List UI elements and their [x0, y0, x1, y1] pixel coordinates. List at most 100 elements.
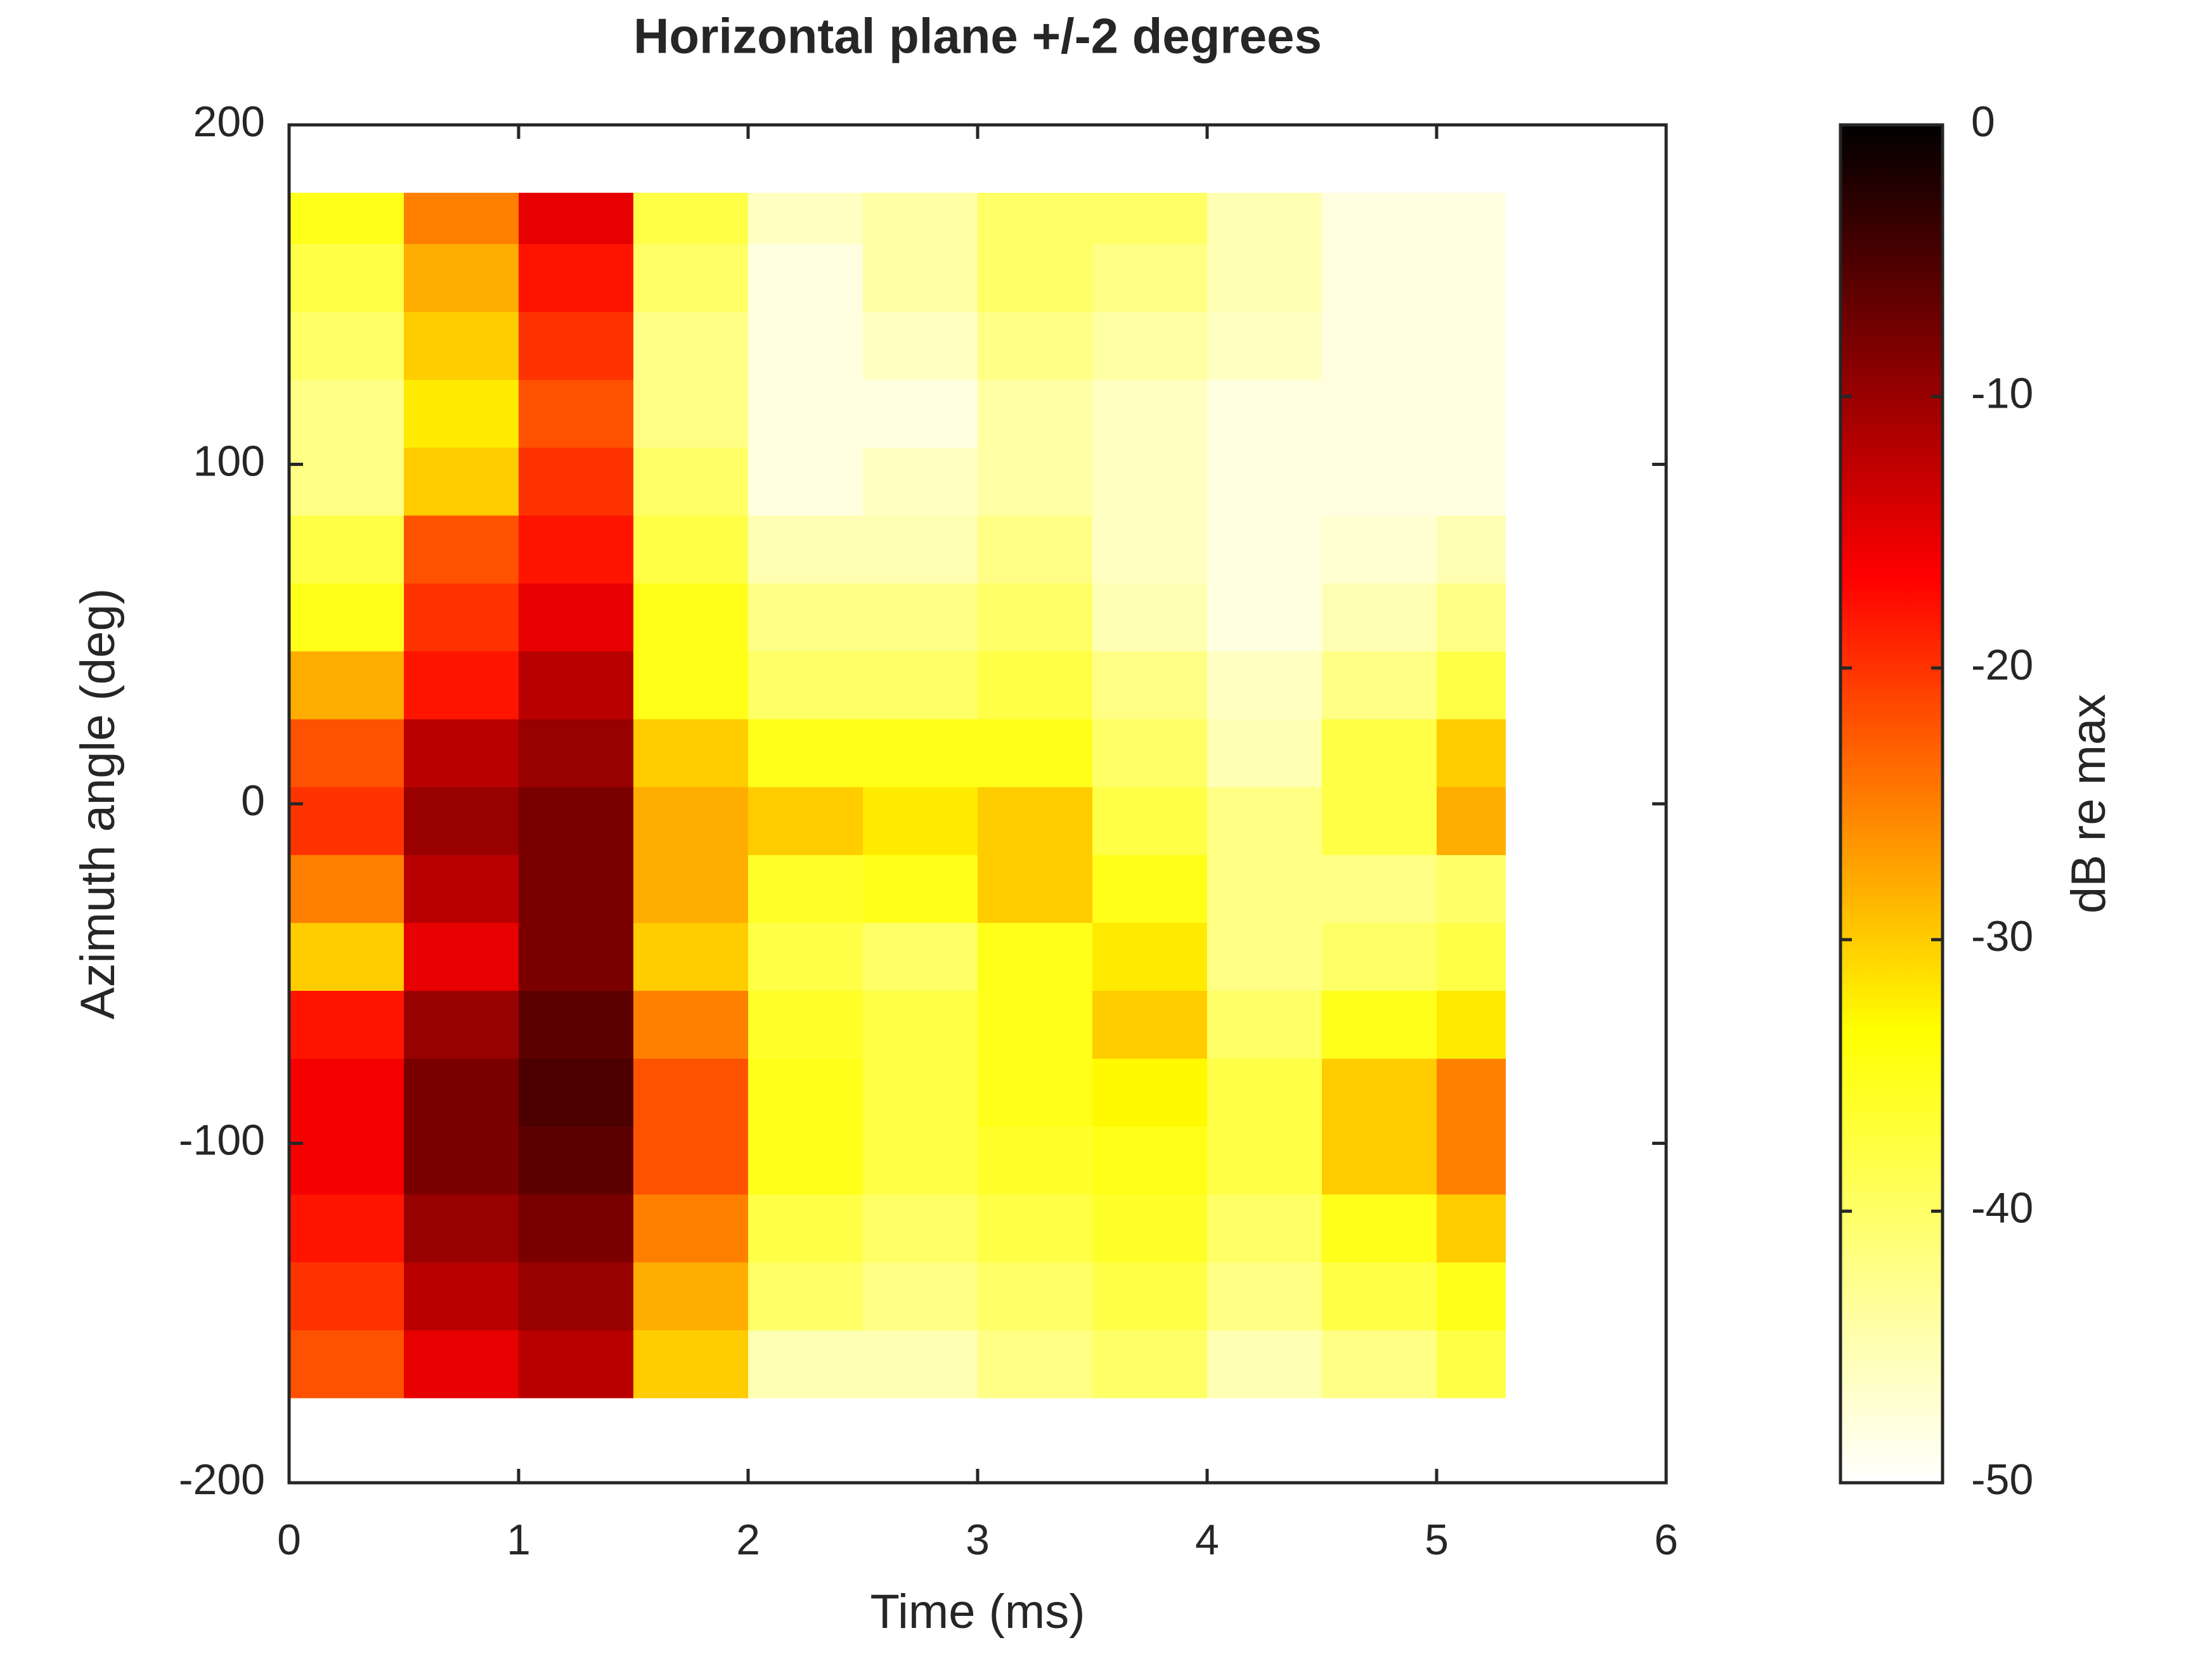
- heatmap-cell: [978, 787, 1093, 855]
- colorbar: [1839, 123, 1944, 1485]
- heatmap-cell: [1322, 922, 1437, 991]
- heatmap-cell: [748, 1262, 863, 1331]
- heatmap-cell: [748, 379, 863, 448]
- heatmap-cell: [1207, 1262, 1323, 1331]
- heatmap-cell: [748, 1058, 863, 1127]
- y-tick-label: 100: [193, 437, 265, 485]
- heatmap-cell: [404, 379, 519, 448]
- heatmap-cell: [863, 583, 978, 652]
- heatmap-cell: [1207, 1058, 1323, 1127]
- heatmap-cell: [1207, 193, 1323, 244]
- heatmap-cell: [519, 1262, 634, 1331]
- heatmap-cell: [1207, 1194, 1323, 1263]
- heatmap-cell: [748, 193, 863, 244]
- heatmap-cell: [1437, 990, 1506, 1059]
- heatmap-cell: [748, 855, 863, 923]
- heatmap-cell: [863, 311, 978, 380]
- heatmap-cell: [633, 922, 749, 991]
- heatmap-cell: [1437, 787, 1506, 855]
- heatmap-cell: [519, 583, 634, 652]
- heatmap-cell: [1092, 379, 1208, 448]
- heatmap-cell: [863, 1126, 978, 1195]
- heatmap-cell: [289, 583, 404, 652]
- heatmap-cell: [404, 243, 519, 313]
- heatmap-cell: [1437, 583, 1506, 652]
- heatmap-cell: [1437, 1058, 1506, 1127]
- heatmap-cell: [633, 583, 749, 652]
- heatmap-cell: [633, 1126, 749, 1195]
- heatmap-cell: [289, 1194, 404, 1263]
- heatmap-cell: [633, 1330, 749, 1398]
- heatmap-cell: [748, 787, 863, 855]
- heatmap-cell: [1092, 193, 1208, 244]
- heatmap-cell: [289, 1126, 404, 1195]
- heatmap-cell: [289, 855, 404, 923]
- heatmap-cell: [633, 243, 749, 313]
- heatmap-cell: [1207, 855, 1323, 923]
- heatmap-cell: [519, 855, 634, 923]
- heatmap-cell: [1092, 1058, 1208, 1127]
- heatmap-cell: [863, 787, 978, 855]
- heatmap-cell: [1092, 311, 1208, 380]
- heatmap-cell: [1322, 651, 1437, 720]
- heatmap-cell: [289, 922, 404, 991]
- heatmap-cell: [748, 651, 863, 720]
- heatmap-cell: [748, 243, 863, 313]
- heatmap-cell: [519, 515, 634, 584]
- x-tick-label: 4: [1195, 1516, 1219, 1564]
- heatmap-cell: [633, 651, 749, 720]
- colorbar-tick-label: -30: [1971, 912, 2033, 960]
- heatmap-cell: [1322, 193, 1437, 244]
- heatmap-cell: [289, 193, 404, 244]
- heatmap-cell: [1207, 243, 1323, 313]
- heatmap-cell: [404, 1194, 519, 1263]
- heatmap-cell: [1437, 651, 1506, 720]
- heatmap-cell: [1437, 447, 1506, 516]
- heatmap-cell: [1322, 379, 1437, 448]
- colorbar-tick-label: -20: [1971, 641, 2033, 689]
- heatmap-cell: [863, 719, 978, 787]
- heatmap-cell: [404, 787, 519, 855]
- heatmap-cell: [978, 379, 1093, 448]
- heatmap-cell: [1322, 583, 1437, 652]
- heatmap-cell: [978, 719, 1093, 787]
- heatmap-cell: [519, 447, 634, 516]
- heatmap-cell: [748, 311, 863, 380]
- heatmap-cell: [1092, 719, 1208, 787]
- heatmap-cell: [633, 311, 749, 380]
- heatmap-cell: [1207, 447, 1323, 516]
- heatmap-cell: [1092, 583, 1208, 652]
- heatmap-cell: [1092, 651, 1208, 720]
- heatmap-cell: [863, 379, 978, 448]
- heatmap-cell: [863, 990, 978, 1059]
- x-tick-label: 0: [277, 1516, 301, 1564]
- heatmap-cell: [1322, 447, 1437, 516]
- heatmap-cell: [633, 193, 749, 244]
- heatmap-cell: [978, 1126, 1093, 1195]
- heatmap-cell: [748, 447, 863, 516]
- heatmap-cell: [1322, 311, 1437, 380]
- heatmap-cell: [1207, 1126, 1323, 1195]
- heatmap-cell: [1092, 447, 1208, 516]
- heatmap-cell: [978, 651, 1093, 720]
- heatmap-cell: [289, 787, 404, 855]
- heatmap-cell: [1092, 855, 1208, 923]
- heatmap-cell: [519, 1194, 634, 1263]
- heatmap-cell: [863, 515, 978, 584]
- heatmap-cell: [1092, 515, 1208, 584]
- heatmap-cell: [404, 1262, 519, 1331]
- heatmap-cell: [404, 990, 519, 1059]
- heatmap-cell: [1437, 1262, 1506, 1331]
- heatmap-cell: [1322, 1194, 1437, 1263]
- heatmap-cell: [863, 447, 978, 516]
- heatmap-cell: [978, 1330, 1093, 1398]
- heatmap-cell: [1207, 583, 1323, 652]
- heatmap-cell: [863, 1194, 978, 1263]
- heatmap-cell: [1437, 1194, 1506, 1263]
- heatmap-cell: [1437, 243, 1506, 313]
- heatmap-cell: [1092, 1194, 1208, 1263]
- y-tick-label: 200: [193, 98, 265, 146]
- heatmap-cell: [289, 1330, 404, 1398]
- heatmap-cell: [519, 651, 634, 720]
